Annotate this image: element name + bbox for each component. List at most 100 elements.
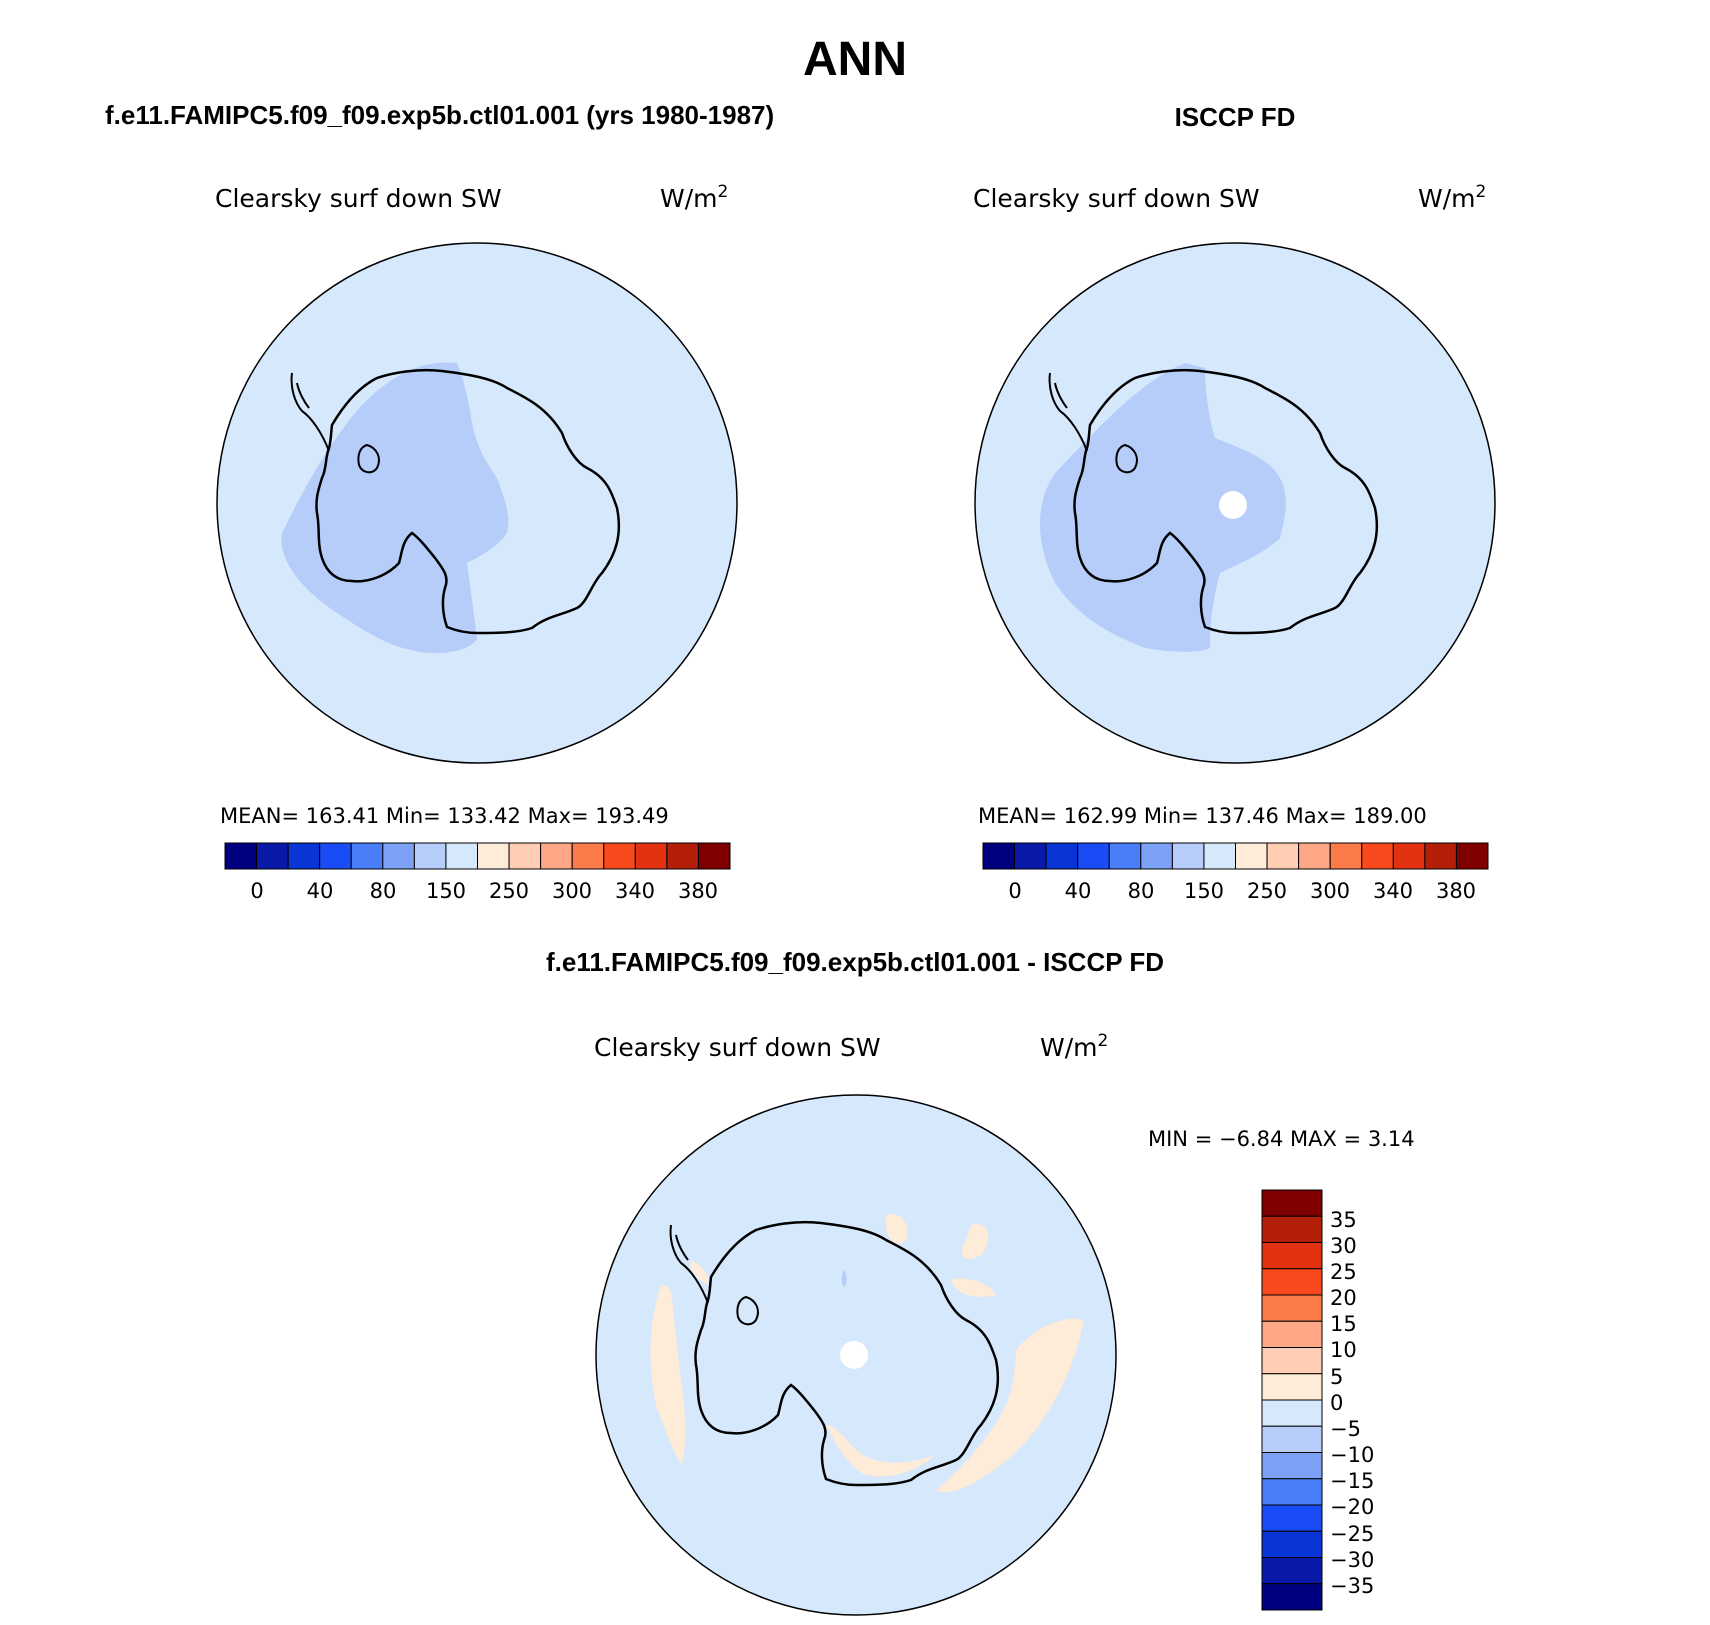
- panel-model-units: W/m2: [660, 182, 728, 213]
- colorbar-swatch: [634, 842, 668, 870]
- map-diff-positive-regions: [650, 1214, 1084, 1492]
- panel-diff: f.e11.FAMIPC5.f09_f09.exp5b.ctl01.001 - …: [546, 947, 1415, 1616]
- colorbar-diff: [1261, 1189, 1323, 1611]
- panel-obs-variable: Clearsky surf down SW: [973, 184, 1260, 213]
- colorbar-swatch: [413, 842, 447, 870]
- colorbar-swatch: [1014, 842, 1047, 870]
- colorbar-swatch: [1455, 842, 1489, 870]
- colorbar-obs-tick: 380: [1436, 879, 1476, 903]
- colorbar-swatch: [256, 842, 289, 870]
- colorbar-obs-tick: 40: [1065, 879, 1092, 903]
- colorbar-swatch: [603, 842, 636, 870]
- colorbar-swatch: [1261, 1452, 1323, 1480]
- colorbar-model-ticks: 0 40 80 150 250 300 340 380: [250, 879, 718, 903]
- colorbar-obs-tick: 150: [1184, 879, 1224, 903]
- colorbar-swatch: [1045, 842, 1079, 870]
- panel-model-stats: MEAN= 163.41 Min= 133.42 Max= 193.49: [220, 804, 669, 828]
- colorbar-model-tick: 80: [370, 879, 397, 903]
- panel-obs-stats: MEAN= 162.99 Min= 137.46 Max= 189.00: [978, 804, 1427, 828]
- colorbar-swatch: [1261, 1399, 1323, 1427]
- colorbar-diff-tick: −20: [1330, 1495, 1374, 1519]
- colorbar-diff-tick: −15: [1330, 1469, 1374, 1493]
- colorbar-swatch: [1077, 842, 1110, 870]
- colorbar-swatch: [1261, 1557, 1323, 1585]
- map-obs: [974, 242, 1496, 764]
- colorbar-diff-tick: 0: [1330, 1391, 1343, 1415]
- colorbar-swatch: [477, 842, 510, 870]
- colorbar-diff-tick: 30: [1330, 1234, 1357, 1258]
- colorbar-diff-tick: −5: [1330, 1417, 1361, 1441]
- colorbar-swatch: [1140, 842, 1173, 870]
- colorbar-model-tick: 380: [678, 879, 718, 903]
- colorbar-model-tick: 250: [489, 879, 529, 903]
- colorbar-model-tick: 40: [307, 879, 334, 903]
- colorbar-swatch: [224, 842, 258, 870]
- colorbar-swatch: [1261, 1320, 1323, 1348]
- colorbar-swatch: [1298, 842, 1331, 870]
- colorbar-swatch: [1261, 1425, 1323, 1453]
- colorbar-swatch: [982, 842, 1016, 870]
- map-obs-pole-hole: [1219, 491, 1247, 519]
- colorbar-swatch: [1108, 842, 1142, 870]
- colorbar-obs-tick: 300: [1310, 879, 1350, 903]
- colorbar-swatch: [1261, 1189, 1323, 1217]
- colorbar-swatch: [382, 842, 415, 870]
- colorbar-diff-tick: 20: [1330, 1286, 1357, 1310]
- panel-model-header: f.e11.FAMIPC5.f09_f09.exp5b.ctl01.001 (y…: [105, 100, 774, 130]
- colorbar-swatch: [1203, 842, 1236, 870]
- colorbar-swatch: [1261, 1504, 1323, 1532]
- colorbar-swatch: [1392, 842, 1426, 870]
- panel-obs: ISCCP FD Clearsky surf down SW W/m2 MEAN…: [973, 102, 1496, 903]
- colorbar-swatch: [1261, 1294, 1323, 1322]
- colorbar-model-tick: 150: [426, 879, 466, 903]
- colorbar-swatch: [287, 842, 321, 870]
- colorbar-swatch: [1424, 842, 1457, 870]
- colorbar-swatch: [1235, 842, 1268, 870]
- colorbar-swatch: [1171, 842, 1205, 870]
- colorbar-swatch: [1261, 1268, 1323, 1296]
- colorbar-swatch: [445, 842, 478, 870]
- colorbar-swatch: [1261, 1242, 1323, 1270]
- colorbar-swatch: [350, 842, 384, 870]
- colorbar-diff-tick: 15: [1330, 1312, 1357, 1336]
- figure-title: ANN: [803, 33, 907, 86]
- colorbar-diff-tick: 25: [1330, 1260, 1357, 1284]
- colorbar-obs-ticks: 0 40 80 150 250 300 340 380: [1008, 879, 1476, 903]
- colorbar-swatch: [1261, 1583, 1323, 1611]
- panel-model: f.e11.FAMIPC5.f09_f09.exp5b.ctl01.001 (y…: [105, 100, 774, 903]
- colorbar-swatch: [1361, 842, 1394, 870]
- colorbar-obs-tick: 250: [1247, 879, 1287, 903]
- panel-diff-header: f.e11.FAMIPC5.f09_f09.exp5b.ctl01.001 - …: [546, 947, 1164, 977]
- colorbar-diff-tick: −10: [1330, 1443, 1374, 1467]
- colorbar-swatch: [1329, 842, 1363, 870]
- colorbar-swatch: [1261, 1530, 1323, 1558]
- colorbar-swatch: [540, 842, 573, 870]
- panel-diff-variable: Clearsky surf down SW: [594, 1033, 881, 1062]
- colorbar-swatch: [1266, 842, 1300, 870]
- map-model: [216, 242, 738, 764]
- panel-obs-header: ISCCP FD: [1175, 102, 1296, 132]
- colorbar-swatch: [666, 842, 699, 870]
- colorbar-swatch: [697, 842, 731, 870]
- colorbar-diff-tick: 35: [1330, 1208, 1357, 1232]
- colorbar-swatch: [1261, 1347, 1323, 1375]
- colorbar-model-tick: 0: [250, 879, 263, 903]
- colorbar-swatch: [1261, 1215, 1323, 1243]
- colorbar-diff-ticks: 35 30 25 20 15 10 5 0 −5 −10 −15 −20 −25…: [1330, 1208, 1374, 1598]
- colorbar-swatch: [319, 842, 352, 870]
- colorbar-obs-tick: 340: [1373, 879, 1413, 903]
- panel-obs-units: W/m2: [1418, 182, 1486, 213]
- map-diff: [595, 1094, 1117, 1616]
- colorbar-swatch: [1261, 1478, 1323, 1506]
- colorbar-diff-tick: 5: [1330, 1365, 1343, 1389]
- colorbar-model: [224, 842, 731, 870]
- map-diff-negative-region: [841, 1270, 847, 1287]
- colorbar-diff-tick: −25: [1330, 1522, 1374, 1546]
- panel-diff-minmax: MIN = −6.84 MAX = 3.14: [1148, 1127, 1415, 1151]
- colorbar-obs: [982, 842, 1489, 870]
- colorbar-diff-tick: 10: [1330, 1338, 1357, 1362]
- panel-model-variable: Clearsky surf down SW: [215, 184, 502, 213]
- colorbar-swatch: [571, 842, 605, 870]
- colorbar-obs-tick: 0: [1008, 879, 1021, 903]
